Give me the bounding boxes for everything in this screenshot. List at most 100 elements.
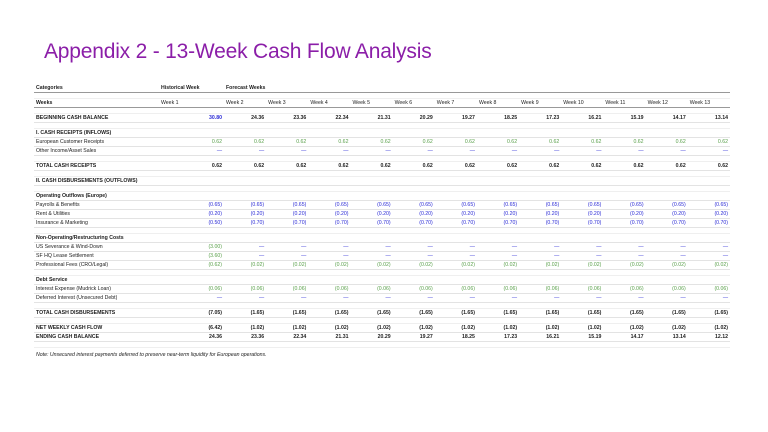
value-cell: 0.62 xyxy=(266,137,309,147)
value-cell: 18.25 xyxy=(476,113,520,123)
header-historical: Historical Week xyxy=(159,84,224,93)
value-cell: — xyxy=(561,293,604,303)
value-cell: (0.62) xyxy=(159,260,224,270)
value-cell: (0.06) xyxy=(603,284,646,294)
line-item-row: Professional Fees (CRO/Legal) (0.62) (0.02… xyxy=(34,260,730,270)
note-row: Note: Unsecured interest payments deferr… xyxy=(34,348,730,360)
value-cell: 0.62 xyxy=(434,137,477,147)
value-cell: (0.65) xyxy=(224,200,267,210)
value-cell: — xyxy=(434,251,477,261)
section-header-row: Operating Outflows (Europe) xyxy=(34,191,730,201)
spacer-row xyxy=(34,341,730,348)
value-cell: 22.34 xyxy=(308,113,351,123)
cash-flow-table-body: Categories Historical Week Forecast Week… xyxy=(34,84,730,359)
week-header: Week 7 xyxy=(434,98,477,108)
value-cell: 24.36 xyxy=(224,113,267,123)
value-cell: (0.70) xyxy=(308,218,351,228)
value-cell: (0.70) xyxy=(434,218,477,228)
value-cell: (0.65) xyxy=(561,200,604,210)
value-cell: (1.65) xyxy=(224,308,267,318)
value-cell: (0.20) xyxy=(603,209,646,219)
value-cell: — xyxy=(392,242,435,252)
value-cell: — xyxy=(350,293,393,303)
value-cell: 19.27 xyxy=(434,113,477,123)
value-cell: 0.62 xyxy=(476,137,520,147)
week-header: Week 9 xyxy=(519,98,562,108)
value-cell: (0.20) xyxy=(224,209,267,219)
value-cell: 18.25 xyxy=(434,332,477,342)
value-cell: (1.02) xyxy=(350,323,393,333)
value-cell: — xyxy=(266,242,309,252)
value-cell: — xyxy=(645,251,688,261)
value-cell: (0.20) xyxy=(392,209,435,219)
value-cell: — xyxy=(561,242,604,252)
value-cell: (1.65) xyxy=(476,308,520,318)
value-cell: — xyxy=(434,293,477,303)
value-cell: (0.20) xyxy=(159,209,224,219)
value-cell: — xyxy=(350,251,393,261)
header-row: Categories Historical Week Forecast Week… xyxy=(34,84,730,93)
week-header: Week 10 xyxy=(561,98,604,108)
value-cell: (0.70) xyxy=(350,218,393,228)
value-cell: — xyxy=(561,146,604,156)
value-cell: (1.02) xyxy=(224,323,267,333)
value-cell: (1.02) xyxy=(561,323,604,333)
week-header: Week 1 xyxy=(159,98,224,108)
value-cell: — xyxy=(266,146,309,156)
value-cell: (0.06) xyxy=(687,284,730,294)
value-cell: — xyxy=(645,242,688,252)
section-header-row: Debt Service xyxy=(34,275,730,285)
value-cell: 0.62 xyxy=(159,161,224,171)
value-cell: 0.62 xyxy=(350,137,393,147)
value-cell: 0.62 xyxy=(687,137,730,147)
value-cell: — xyxy=(434,146,477,156)
value-cell: — xyxy=(392,293,435,303)
value-cell: (0.70) xyxy=(224,218,267,228)
section-label: I. CASH RECEIPTS (INFLOWS) xyxy=(34,128,730,138)
value-cell: (0.02) xyxy=(561,260,604,270)
value-cell: (0.20) xyxy=(519,209,562,219)
value-cell: 0.62 xyxy=(350,161,393,171)
section-label: II. CASH DISBURSEMENTS (OUTFLOWS) xyxy=(34,176,730,186)
page-title: Appendix 2 - 13-Week Cash Flow Analysis xyxy=(44,40,432,63)
value-cell: 20.29 xyxy=(392,113,435,123)
weeks-row: Weeks Week 1 Week 2 Week 3 Week 4 Week 5 Week… xyxy=(34,98,730,108)
value-cell: (1.65) xyxy=(687,308,730,318)
row-label: NET WEEKLY CASH FLOW xyxy=(34,323,159,333)
value-cell: (3.60) xyxy=(159,251,224,261)
week-header: Week 5 xyxy=(350,98,393,108)
value-cell: (1.02) xyxy=(687,323,730,333)
row-label: Rent & Utilities xyxy=(34,209,159,219)
section-header-row: Non-Operating/Restructuring Costs xyxy=(34,233,730,243)
value-cell: (0.02) xyxy=(603,260,646,270)
week-header: Week 11 xyxy=(603,98,646,108)
value-cell: — xyxy=(159,293,224,303)
value-cell: — xyxy=(266,293,309,303)
week-header: Week 8 xyxy=(476,98,520,108)
value-cell: — xyxy=(266,251,309,261)
value-cell: (1.02) xyxy=(603,323,646,333)
spacer-row xyxy=(34,122,730,129)
value-cell: — xyxy=(603,146,646,156)
spacer-row xyxy=(34,92,730,99)
value-cell: (0.02) xyxy=(392,260,435,270)
value-cell: — xyxy=(519,146,562,156)
spacer-row xyxy=(34,227,730,234)
value-cell: (0.06) xyxy=(476,284,520,294)
total-row: BEGINNING CASH BALANCE 30.80 24.36 23.36 22.… xyxy=(34,113,730,123)
line-item-row: Other Income/Asset Sales — — — — — — — — — — — — — xyxy=(34,146,730,156)
week-header: Week 4 xyxy=(308,98,351,108)
value-cell: — xyxy=(350,146,393,156)
value-cell: 0.62 xyxy=(519,161,562,171)
value-cell: 0.62 xyxy=(476,161,520,171)
value-cell: (0.02) xyxy=(434,260,477,270)
value-cell: — xyxy=(519,251,562,261)
total-row: TOTAL CASH DISBURSEMENTS (7.05) (1.65) (1.6… xyxy=(34,308,730,318)
value-cell: (0.70) xyxy=(603,218,646,228)
value-cell: — xyxy=(476,242,520,252)
value-cell: — xyxy=(392,146,435,156)
value-cell: (0.65) xyxy=(645,200,688,210)
section-label: Operating Outflows (Europe) xyxy=(34,191,730,201)
value-cell: 0.62 xyxy=(603,161,646,171)
value-cell: 0.62 xyxy=(308,137,351,147)
